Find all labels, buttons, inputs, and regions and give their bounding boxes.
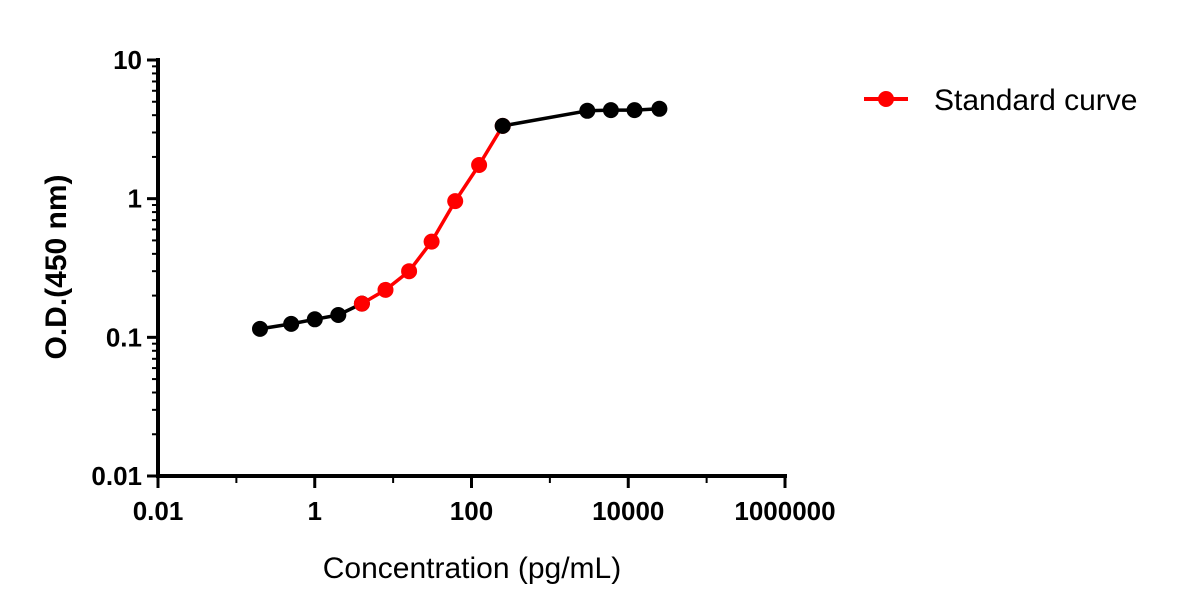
x-tick-label: 100 <box>450 496 493 526</box>
data-point <box>494 117 511 134</box>
x-axis-title: Concentration (pg/mL) <box>323 552 621 585</box>
data-point <box>651 100 668 117</box>
y-tick-label: 0.1 <box>106 322 142 352</box>
y-tick-label: 10 <box>113 45 142 75</box>
x-tick-label: 1000000 <box>734 496 835 526</box>
x-tick-label: 0.01 <box>133 496 184 526</box>
legend-swatch-marker <box>878 91 894 107</box>
series-line <box>361 124 505 306</box>
data-point <box>283 315 300 332</box>
y-tick-label: 0.01 <box>91 461 142 491</box>
y-tick-label: 1 <box>128 184 142 214</box>
legend-label: Standard curve <box>934 84 1137 117</box>
x-tick-label: 1 <box>308 496 322 526</box>
data-point <box>377 281 394 298</box>
data-point <box>447 193 464 210</box>
data-point <box>602 102 619 119</box>
y-axis-title: O.D.(450 nm) <box>40 174 73 359</box>
data-point <box>306 311 323 328</box>
data-point <box>353 295 370 312</box>
axis-ticks <box>147 58 787 488</box>
data-point <box>252 320 268 337</box>
axes <box>156 58 787 478</box>
data-point <box>626 102 643 119</box>
series-layer <box>252 100 668 337</box>
data-point <box>579 102 596 119</box>
axis-tick-labels: 0.01 0.1 1 10 0.01 1 100 10000 1000000 <box>91 45 835 526</box>
legend: Standard curve <box>864 84 1137 117</box>
data-point <box>330 307 347 323</box>
data-point <box>423 233 440 250</box>
x-tick-label: 10000 <box>592 496 664 526</box>
data-point <box>471 157 488 173</box>
data-point <box>401 263 418 280</box>
